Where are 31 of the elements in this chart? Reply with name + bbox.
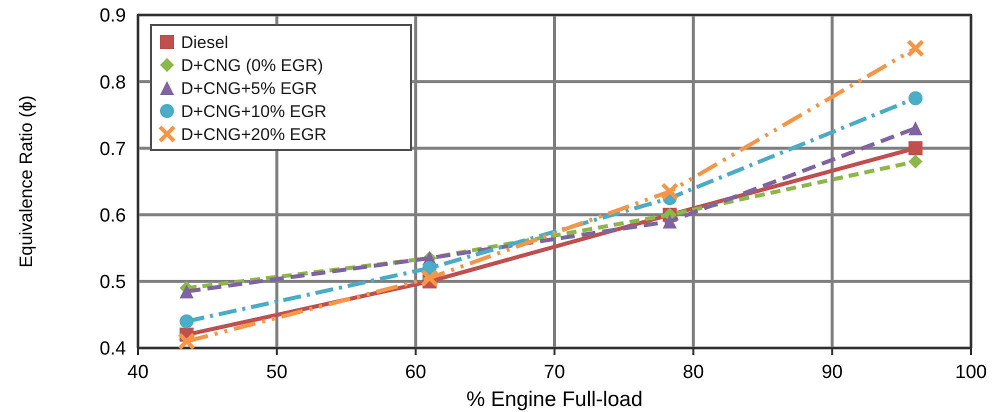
point — [178, 332, 196, 350]
x-tick-label: 80 — [682, 362, 704, 383]
x-tick-label: 50 — [266, 362, 288, 383]
x-tick-label: 100 — [955, 362, 987, 383]
point — [908, 91, 922, 106]
legend-label: D+CNG (0% EGR) — [181, 56, 324, 75]
y-tick-label: 0.7 — [100, 138, 126, 160]
y-axis-title: Equivalence Ratio (ϕ) — [16, 95, 36, 268]
point — [662, 214, 677, 228]
point — [908, 121, 922, 136]
point — [908, 141, 922, 156]
legend-label: D+CNG+5% EGR — [181, 78, 318, 98]
point — [660, 182, 679, 200]
y-tick-label: 0.6 — [100, 205, 126, 226]
y-tick-label: 0.5 — [100, 272, 126, 294]
point — [908, 154, 922, 169]
y-tick-label: 0.8 — [100, 72, 126, 94]
y-tick-label: 0.4 — [100, 338, 126, 360]
point — [180, 284, 194, 298]
legend-label: D+CNG+20% EGR — [181, 124, 326, 144]
point — [420, 269, 439, 288]
point — [180, 314, 194, 328]
x-tick-label: 90 — [822, 362, 843, 383]
point — [906, 39, 924, 58]
x-tick-label: 60 — [405, 362, 426, 383]
x-tick-label: 70 — [544, 362, 566, 383]
legend-label: Diesel — [181, 32, 228, 52]
y-tick-label: 0.9 — [100, 6, 126, 27]
legend-label: D+CNG+10% EGR — [181, 102, 326, 121]
x-tick-label: 40 — [127, 362, 149, 383]
x-axis-title: % Engine Full-load — [466, 388, 643, 411]
